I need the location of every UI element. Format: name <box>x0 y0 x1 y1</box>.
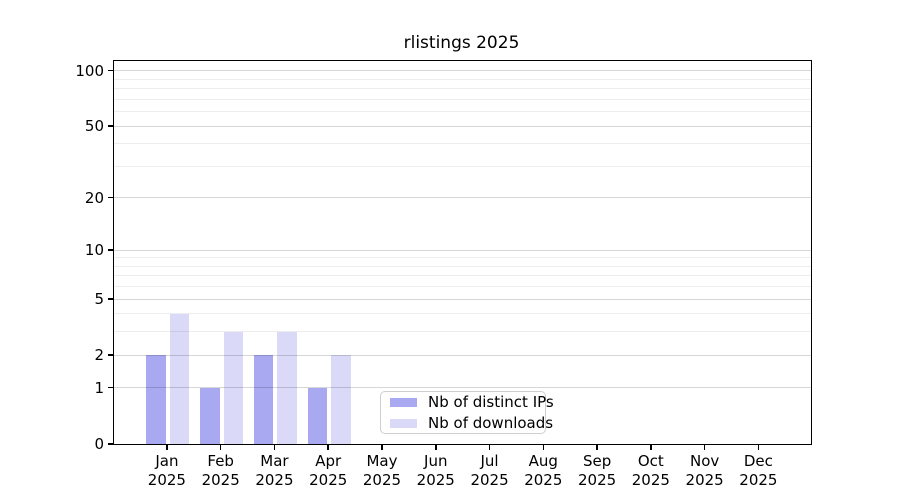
legend-swatch-distinct-ips <box>390 397 417 407</box>
gridlines-layer <box>114 61 811 444</box>
minor-gridline <box>114 165 811 167</box>
chart-title: rlistings 2025 <box>403 33 520 53</box>
major-gridline <box>114 387 811 389</box>
y-tick-mark <box>108 196 113 199</box>
bar-distinct-ips <box>253 355 274 444</box>
legend-item-distinct-ips: Nb of distinct IPs <box>390 393 554 411</box>
y-tick-label: 5 <box>94 289 104 308</box>
minor-gridline <box>114 88 811 90</box>
y-tick-label: 100 <box>75 61 104 80</box>
x-tick-mark <box>650 444 652 450</box>
legend-item-downloads: Nb of downloads <box>390 414 553 432</box>
x-tick-label: Aug 2025 <box>524 452 563 489</box>
minor-gridline <box>114 98 811 100</box>
x-tick-mark <box>542 444 545 450</box>
major-gridline <box>114 125 811 127</box>
bar-distinct-ips <box>307 387 328 444</box>
x-tick-mark <box>327 444 329 450</box>
major-gridline <box>114 70 811 72</box>
y-tick-mark <box>108 249 113 251</box>
legend-label-downloads: Nb of downloads <box>428 414 554 432</box>
y-tick-mark <box>108 298 113 300</box>
x-tick-label: Feb 2025 <box>201 452 240 489</box>
minor-gridline <box>114 275 811 277</box>
minor-gridline <box>114 313 811 315</box>
major-gridline <box>114 354 811 356</box>
bar-distinct-ips <box>146 355 166 444</box>
bar-downloads <box>331 355 351 444</box>
minor-gridline <box>114 257 811 259</box>
y-tick-mark <box>108 386 113 389</box>
minor-gridline <box>114 111 811 113</box>
minor-gridline <box>114 286 811 288</box>
legend-label-distinct-ips: Nb of distinct IPs <box>428 393 554 411</box>
y-tick-mark <box>108 443 113 445</box>
x-tick-label: Sep 2025 <box>577 452 617 489</box>
x-tick-mark <box>596 444 598 450</box>
y-tick-label: 20 <box>84 188 104 207</box>
y-tick-label: 2 <box>94 345 104 364</box>
bars-layer <box>114 61 811 444</box>
y-tick-mark <box>108 125 113 127</box>
y-tick-label: 50 <box>84 116 104 135</box>
major-gridline <box>114 249 811 251</box>
x-tick-mark <box>166 444 168 450</box>
legend: Nb of distinct IPs Nb of downloads <box>380 391 554 434</box>
x-tick-mark <box>435 444 437 450</box>
x-tick-mark <box>219 444 222 450</box>
x-tick-mark <box>703 444 706 450</box>
legend-swatch-downloads <box>390 418 417 428</box>
x-tick-label: May 2025 <box>362 452 402 489</box>
major-gridline <box>114 298 811 300</box>
y-tick-label: 10 <box>84 240 104 259</box>
y-tick-label: 1 <box>94 378 104 397</box>
plot-area: Nb of distinct IPs Nb of downloads <box>113 60 812 445</box>
major-gridline <box>114 197 811 199</box>
x-tick-label: Jul 2025 <box>470 452 509 489</box>
x-tick-label: Dec 2025 <box>739 452 778 489</box>
x-tick-mark <box>273 444 276 450</box>
x-tick-label: Jan 2025 <box>147 452 186 489</box>
bar-downloads <box>169 313 190 444</box>
x-tick-mark <box>488 444 491 450</box>
y-tick-mark <box>108 69 113 72</box>
bar-downloads <box>277 331 297 444</box>
x-tick-label: Nov 2025 <box>685 452 724 489</box>
y-tick-mark <box>108 354 113 356</box>
minor-gridline <box>114 78 811 80</box>
minor-gridline <box>114 265 811 267</box>
minor-gridline <box>114 331 811 333</box>
x-tick-label: Oct 2025 <box>631 452 670 489</box>
x-tick-label: Mar 2025 <box>255 452 294 489</box>
y-tick-label: 0 <box>94 434 104 453</box>
bar-distinct-ips <box>200 387 220 444</box>
x-tick-label: Apr 2025 <box>309 452 348 489</box>
x-tick-label: Jun 2025 <box>416 452 455 489</box>
x-tick-mark <box>381 444 383 450</box>
minor-gridline <box>114 143 811 145</box>
x-tick-mark <box>757 444 760 450</box>
bar-downloads <box>223 331 244 444</box>
